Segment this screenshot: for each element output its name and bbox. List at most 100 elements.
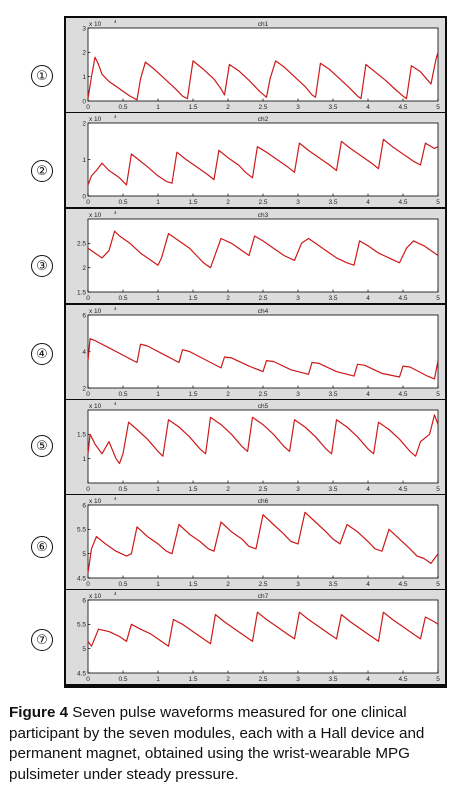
x-tick-label: 3 — [296, 199, 300, 206]
axis-multiplier-exponent: 4 — [114, 591, 117, 596]
x-tick-label: 3 — [296, 391, 300, 398]
x-tick-label: 1 — [156, 104, 160, 111]
module-marker-1: ① — [31, 65, 53, 87]
x-tick-label: 5 — [436, 104, 440, 111]
x-tick-label: 0.5 — [118, 295, 127, 302]
x-tick-label: 1 — [156, 295, 160, 302]
module-marker-3: ③ — [31, 255, 53, 277]
y-tick-label: 6 — [82, 312, 86, 319]
x-tick-label: 3 — [296, 104, 300, 111]
x-tick-label: 4 — [366, 199, 370, 206]
x-tick-label: 0 — [86, 295, 90, 302]
x-tick-label: 2.5 — [258, 199, 267, 206]
x-tick-label: 2 — [226, 295, 230, 302]
plot-area — [87, 218, 439, 293]
y-tick-label: 4.5 — [77, 670, 86, 677]
caption-label: Figure 4 — [9, 704, 69, 721]
x-tick-label: 2 — [226, 391, 230, 398]
chart-panel-ch5: ch5 x 10 4 0 0.5 1 1.5 2 2.5 3 3.5 4 4.5 5 1 1.5 — [66, 400, 445, 494]
y-tick-label: 2 — [82, 50, 86, 57]
axis-multiplier-exponent: 4 — [114, 210, 117, 215]
chart-svg-ch3: ch3 x 10 4 0 0.5 1 1.5 2 2.5 3 3.5 4 4.5 5 1.5 2 2.5 — [77, 210, 440, 302]
x-tick-label: 0 — [86, 581, 90, 588]
x-tick-label: 1.5 — [188, 581, 197, 588]
module-marker-2: ② — [31, 160, 53, 182]
x-tick-label: 0 — [86, 486, 90, 493]
x-tick-label: 0 — [86, 199, 90, 206]
x-tick-label: 4.5 — [398, 199, 407, 206]
axis-multiplier: x 10 — [89, 403, 102, 410]
axis-multiplier-exponent: 4 — [114, 114, 117, 119]
y-tick-label: 0 — [82, 98, 86, 105]
x-tick-label: 4.5 — [398, 486, 407, 493]
axis-multiplier-exponent: 4 — [114, 306, 117, 311]
series-line-ch5 — [87, 414, 439, 465]
chart-panel-ch3: ch3 x 10 4 0 0.5 1 1.5 2 2.5 3 3.5 4 4.5 5 1.5 2 2.5 — [66, 209, 445, 303]
chart-svg-ch7: ch7 x 10 4 0 0.5 1 1.5 2 2.5 3 3.5 4 4.5 5 4.5 5 5.5 6 — [77, 591, 440, 683]
y-tick-label: 2 — [82, 265, 86, 272]
x-tick-label: 1 — [156, 486, 160, 493]
x-tick-label: 5 — [436, 391, 440, 398]
x-tick-label: 3.5 — [328, 295, 337, 302]
plot-area — [87, 122, 439, 197]
series-line-ch1 — [87, 52, 439, 101]
x-tick-label: 1 — [156, 581, 160, 588]
x-tick-label: 3 — [296, 581, 300, 588]
chart-panel-ch6: ch6 x 10 4 0 0.5 1 1.5 2 2.5 3 3.5 4 4.5 5 4.5 5 5.5 6 — [66, 495, 445, 589]
x-tick-label: 2 — [226, 199, 230, 206]
caption-text: Seven pulse waveforms measured for one c… — [9, 704, 425, 783]
x-tick-label: 2 — [226, 486, 230, 493]
x-tick-label: 5 — [436, 199, 440, 206]
chart-title: ch6 — [258, 498, 269, 505]
x-tick-label: 5 — [436, 676, 440, 683]
x-tick-label: 2.5 — [258, 486, 267, 493]
chart-svg-ch2: ch2 x 10 4 0 0.5 1 1.5 2 2.5 3 3.5 4 4.5 5 0 1 2 — [82, 114, 440, 206]
y-tick-label: 2 — [82, 120, 86, 127]
x-tick-label: 4 — [366, 486, 370, 493]
x-tick-label: 1.5 — [188, 676, 197, 683]
y-tick-label: 5.5 — [77, 622, 86, 629]
x-tick-label: 4.5 — [398, 391, 407, 398]
x-tick-label: 4.5 — [398, 104, 407, 111]
x-tick-label: 0.5 — [118, 391, 127, 398]
chart-svg-ch4: ch4 x 10 4 0 0.5 1 1.5 2 2.5 3 3.5 4 4.5 5 2 4 6 — [82, 306, 440, 398]
chart-panel-ch7: ch7 x 10 4 0 0.5 1 1.5 2 2.5 3 3.5 4 4.5 5 4.5 5 5.5 6 — [66, 590, 445, 684]
x-tick-label: 3.5 — [328, 104, 337, 111]
x-tick-label: 3 — [296, 295, 300, 302]
x-tick-label: 3.5 — [328, 676, 337, 683]
plot-area — [87, 409, 439, 484]
x-tick-label: 2 — [226, 104, 230, 111]
x-tick-label: 0.5 — [118, 676, 127, 683]
chart-title: ch4 — [258, 308, 269, 315]
y-tick-label: 1 — [82, 456, 86, 463]
x-tick-label: 3.5 — [328, 581, 337, 588]
plot-area — [87, 314, 439, 389]
axis-multiplier-exponent: 4 — [114, 496, 117, 501]
x-tick-label: 5 — [436, 295, 440, 302]
module-marker-4: ④ — [31, 343, 53, 365]
figure-caption: Figure 4 Seven pulse waveforms measured … — [9, 703, 461, 785]
axis-multiplier: x 10 — [89, 308, 102, 315]
axis-multiplier: x 10 — [89, 116, 102, 123]
y-tick-label: 6 — [82, 597, 86, 604]
x-tick-label: 2 — [226, 676, 230, 683]
y-tick-label: 5 — [82, 551, 86, 558]
series-line-ch6 — [87, 511, 439, 574]
chart-title: ch1 — [258, 21, 269, 28]
y-tick-label: 6 — [82, 502, 86, 509]
x-tick-label: 3 — [296, 486, 300, 493]
x-tick-label: 2 — [226, 581, 230, 588]
x-tick-label: 3.5 — [328, 199, 337, 206]
x-tick-label: 0.5 — [118, 581, 127, 588]
x-tick-label: 0.5 — [118, 104, 127, 111]
x-tick-label: 1.5 — [188, 486, 197, 493]
axis-multiplier-exponent: 4 — [114, 401, 117, 406]
series-line-ch2 — [87, 138, 439, 186]
x-tick-label: 1.5 — [188, 295, 197, 302]
chart-svg-ch5: ch5 x 10 4 0 0.5 1 1.5 2 2.5 3 3.5 4 4.5 5 1 1.5 — [77, 401, 440, 493]
y-tick-label: 1 — [82, 74, 86, 81]
x-tick-label: 1.5 — [188, 104, 197, 111]
x-tick-label: 3.5 — [328, 391, 337, 398]
y-tick-label: 0 — [82, 193, 86, 200]
